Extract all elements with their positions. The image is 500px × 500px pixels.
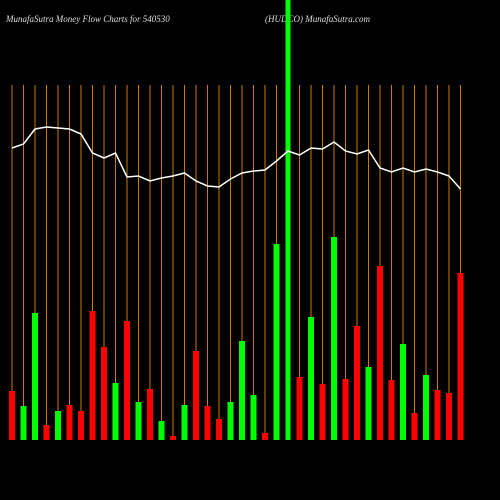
- bar: [354, 326, 360, 440]
- bar: [388, 380, 395, 440]
- bar: [319, 384, 326, 440]
- bar: [216, 419, 222, 440]
- bar: [296, 377, 303, 440]
- bar: [170, 436, 176, 440]
- bar: [250, 395, 257, 440]
- bar: [457, 273, 464, 440]
- bar: [78, 411, 84, 440]
- bar: [101, 347, 107, 440]
- bar: [204, 406, 211, 440]
- bar: [342, 379, 349, 440]
- bar: [273, 244, 280, 440]
- bar: [55, 411, 61, 440]
- bar: [124, 321, 130, 440]
- bar: [20, 406, 27, 440]
- bar: [239, 341, 245, 440]
- bar: [308, 317, 314, 440]
- bar: [411, 413, 418, 440]
- bar: [89, 311, 96, 440]
- bar: [227, 402, 234, 440]
- bar: [32, 313, 38, 440]
- bar: [9, 391, 15, 440]
- bar: [262, 433, 268, 440]
- chart-title: MunafaSutra Money Flow Charts for 540530: [5, 14, 170, 24]
- bar: [434, 390, 441, 440]
- bar: [181, 405, 188, 440]
- bar: [365, 367, 372, 440]
- bar: [158, 421, 165, 440]
- money-flow-line: [11, 126, 462, 190]
- bar: [135, 402, 142, 440]
- bar: [193, 351, 199, 440]
- chart-subtitle: (HUDCO) MunafaSutra.com: [265, 14, 370, 24]
- bar: [285, 0, 291, 440]
- bar: [43, 425, 50, 440]
- bar: [446, 393, 452, 440]
- bar: [377, 266, 383, 440]
- bar: [112, 383, 119, 440]
- bar: [66, 405, 73, 440]
- bar: [331, 237, 337, 440]
- bar: [423, 375, 429, 440]
- bar: [147, 389, 153, 440]
- bar: [400, 344, 406, 440]
